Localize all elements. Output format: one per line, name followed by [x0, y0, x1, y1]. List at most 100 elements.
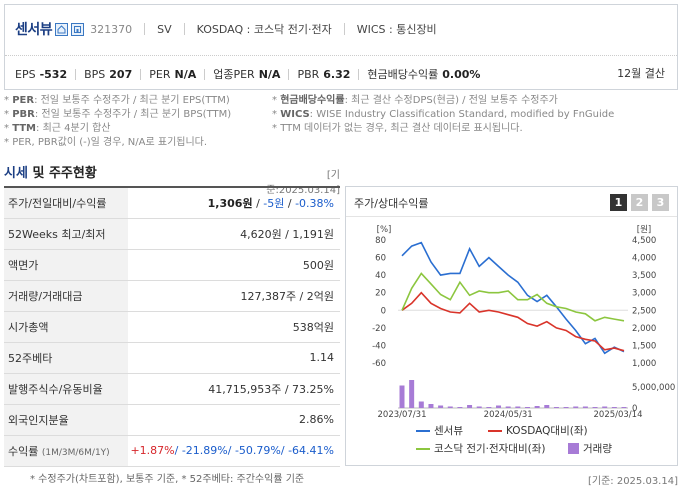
table-row: 발행주식수/유동비율 41,715,953주 / 73.25%: [4, 373, 340, 405]
pbr-value: 6.32: [323, 67, 351, 81]
shares-value: 41,715,953주 / 73.25%: [128, 373, 340, 405]
volume-bar: [563, 407, 569, 408]
note-div-term: 현금배당수익률: [280, 95, 345, 106]
chart-panel: 주가/상대수익률 1 2 3 [%] [원] 80 4,500 60 4,000 40 3,5…: [345, 186, 678, 466]
divider: [343, 23, 345, 35]
chart-tab-2[interactable]: 2: [631, 194, 648, 211]
legend-item: 거래량: [568, 441, 612, 456]
table-row: 액면가 500원: [4, 249, 340, 281]
note-div-text: : 최근 결산 수정DPS(현금) / 전일 보통주 수정주가: [344, 95, 558, 106]
chart-base-date: [기준: 2025.03.14]: [587, 476, 678, 487]
returns-cell: +1.87%/ -21.89%/ -50.79%/ -64.41%: [128, 435, 340, 467]
building-icon[interactable]: [71, 22, 85, 36]
volume-bar: [409, 380, 415, 408]
volume-bar: [496, 405, 502, 408]
home-icon[interactable]: [55, 22, 69, 36]
wics-label: WICS : 통신장비: [356, 23, 437, 36]
table-row: 시가총액 538억원: [4, 311, 340, 343]
section-title: 시세 및 주주현황: [4, 162, 97, 181]
foreign-value: 2.86%: [128, 404, 340, 436]
y-left-tick: -60: [372, 359, 386, 369]
sep: /: [284, 196, 296, 210]
sep: /: [174, 444, 182, 457]
table-row: 외국인지분율 2.86%: [4, 404, 340, 436]
price-cell: 1,306원 / -5원 / -0.38%: [128, 187, 340, 219]
sector-per-label: 업종PER: [213, 68, 255, 81]
note-ttm-text: : 최근 4분기 합산: [36, 123, 111, 134]
volume-bar: [457, 407, 463, 408]
legend-swatch: [488, 429, 502, 432]
volume-bar: [399, 385, 405, 408]
volume-bar: [582, 406, 588, 408]
sv-label: SV: [157, 22, 172, 36]
eps-label: EPS: [15, 67, 36, 81]
note-negative: PER, PBR값이 (-)일 경우, N/A로 표기됩니다.: [12, 137, 208, 148]
note-pbr-text: : 전일 보통주 수정주가 / 최근 분기 BPS(TTM): [34, 109, 232, 120]
market-label: KOSDAQ : 코스닥 전기·전자: [196, 23, 332, 36]
fiscal-month: 12월 결산: [617, 67, 665, 80]
returns-label-cell: 수익률 (1M/3M/6M/1Y): [4, 435, 128, 467]
note-wics-term: WICS: [280, 109, 310, 120]
y-left-tick: 80: [375, 236, 386, 246]
volume-bar: [486, 407, 492, 408]
section-title-accent: 시세: [4, 166, 28, 181]
volume-bar: [602, 406, 608, 408]
divider: [144, 23, 146, 35]
per-label: PER: [149, 67, 171, 81]
divider: [183, 23, 185, 35]
series-line: [401, 291, 625, 352]
price-value: 1,306원: [207, 196, 253, 210]
per-value: N/A: [174, 67, 197, 81]
legend-item: 센서뷰: [416, 423, 463, 438]
table-row: 52Weeks 최고/최저 4,620원 / 1,191원: [4, 218, 340, 250]
return-1m: +1.87%: [130, 444, 175, 457]
eps-value: -532: [39, 67, 68, 81]
volume-bar: [438, 405, 444, 408]
beta-value: 1.14: [128, 342, 340, 374]
market-cap-label: 시가총액: [4, 311, 128, 343]
notes-left: * PER: 전일 보통주 수정주가 / 최근 분기 EPS(TTM) * PB…: [4, 95, 232, 148]
legend-label: 코스닥 전기·전자대비(좌): [434, 443, 546, 455]
company-header: 센서뷰 321370 SV KOSDAQ : 코스닥 전기·전자 WICS : …: [4, 4, 678, 90]
x-tick-label: 2025/03/14: [594, 410, 643, 418]
dividend-yield-label: 현금배당수익률: [367, 68, 439, 81]
y-left-tick: 0: [381, 306, 386, 316]
y-right-tick: 3,000: [632, 289, 656, 299]
divider: [358, 68, 360, 80]
metrics-row: EPS -532 BPS 207 PER N/A 업종PER N/A PBR 6.32 현…: [15, 65, 480, 83]
chart-title: 주가/상대수익률: [354, 197, 429, 210]
bps-value: 207: [109, 67, 133, 81]
legend-item: 코스닥 전기·전자대비(좌): [416, 441, 545, 456]
volume-bar: [592, 407, 598, 408]
volume-bar: [621, 407, 627, 408]
table-row: 수익률 (1M/3M/6M/1Y) +1.87%/ -21.89%/ -50.7…: [4, 435, 340, 467]
chart-tab-3[interactable]: 3: [652, 194, 669, 211]
chart-header: 주가/상대수익률 1 2 3: [346, 187, 677, 217]
w52-label: 52Weeks 최고/최저: [4, 218, 128, 250]
volume-bar: [515, 406, 521, 408]
table-row: 거래량/거래대금 127,387주 / 2억원: [4, 280, 340, 312]
note-wics-text: : WISE Industry Classification Standard,…: [309, 109, 615, 120]
volume-bar: [467, 405, 473, 408]
left-axis-unit: [%]: [377, 225, 392, 235]
note-per-term: PER: [12, 95, 35, 106]
volume-bar: [534, 406, 540, 408]
note-pbr-term: PBR: [12, 109, 35, 120]
face-value: 500원: [128, 249, 340, 281]
returns-label: 수익률: [8, 444, 39, 458]
sep: /: [252, 196, 264, 210]
y-right-tick: 4,000: [632, 254, 656, 264]
chart-tab-1[interactable]: 1: [610, 194, 627, 211]
legend-swatch: [416, 429, 430, 432]
note-per-text: : 전일 보통주 수정주가 / 최근 분기 EPS(TTM): [34, 95, 230, 106]
notes-right: * 현금배당수익률: 최근 결산 수정DPS(현금) / 전일 보통주 수정주가…: [272, 95, 615, 134]
company-name: 센서뷰: [15, 22, 53, 38]
market-cap-value: 538억원: [128, 311, 340, 343]
legend-label: 거래량: [583, 443, 612, 455]
table-footnote: * 수정주가(차트포함), 보통주 기준, * 52주베타: 주간수익률 기준: [30, 474, 305, 485]
y-right-tick: 4,500: [632, 236, 656, 246]
company-info-row: 센서뷰 321370 SV KOSDAQ : 코스닥 전기·전자 WICS : …: [15, 19, 437, 39]
y-left-tick: -20: [372, 324, 386, 334]
returns-periods: (1M/3M/6M/1Y): [41, 447, 110, 458]
w52-value: 4,620원 / 1,191원: [128, 218, 340, 250]
